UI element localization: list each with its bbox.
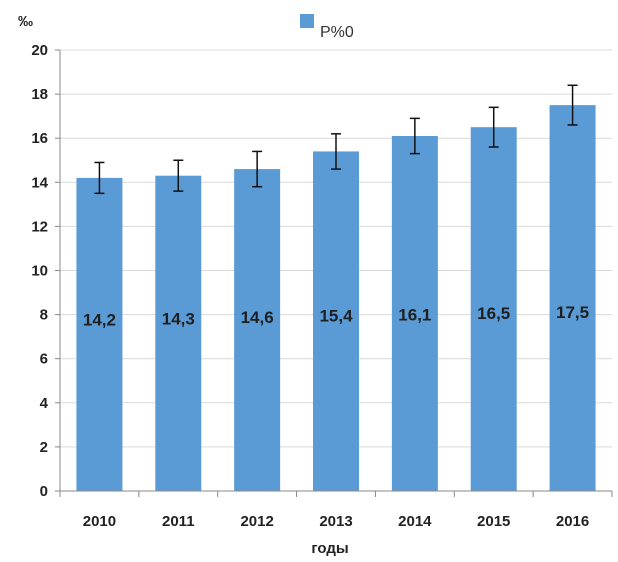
legend: P%0 (300, 14, 354, 41)
data-label-2015: 16,5 (477, 304, 510, 323)
y-tick-label: 8 (40, 307, 48, 324)
x-tick-labels: 2010 2011 2012 2013 2014 2015 2016 (83, 513, 590, 530)
y-tick-label: 14 (31, 174, 48, 191)
y-tick-label: 16 (31, 130, 48, 147)
x-tick-label-2014: 2014 (398, 513, 432, 530)
y-tick-label: 10 (31, 263, 48, 280)
bars (76, 105, 596, 492)
data-label-2011: 14,3 (162, 309, 195, 328)
legend-swatch (300, 14, 314, 28)
y-tick-label: 20 (31, 42, 48, 59)
y-tick-label: 2 (40, 439, 48, 456)
bar-2014 (391, 135, 438, 491)
bar-2012 (234, 169, 281, 491)
y-tick-label: 18 (31, 86, 48, 103)
y-axis-unit: ‰ (18, 13, 33, 30)
y-tick-label: 6 (40, 351, 48, 368)
data-labels: 14,2 14,3 14,6 15,4 16,1 16,5 17,5 (83, 303, 589, 330)
bar-2010 (76, 177, 123, 491)
bar-2013 (313, 151, 359, 491)
y-tick-label: 12 (31, 218, 48, 235)
y-tick-label: 0 (40, 483, 48, 500)
legend-label: P%0 (320, 24, 354, 41)
x-axis-title: годы (311, 540, 348, 557)
bar-2015 (470, 127, 517, 492)
x-tick-label-2016: 2016 (556, 513, 589, 530)
axes (55, 49, 613, 497)
bar-2011 (155, 175, 202, 491)
x-tick-label-2010: 2010 (83, 513, 116, 530)
error-bars (94, 84, 578, 195)
x-tick-label-2012: 2012 (240, 513, 273, 530)
data-label-2016: 17,5 (556, 303, 589, 322)
data-label-2010: 14,2 (83, 311, 116, 330)
data-label-2014: 16,1 (398, 305, 431, 324)
x-tick-label-2013: 2013 (319, 513, 352, 530)
x-tick-label-2015: 2015 (477, 513, 510, 530)
data-label-2013: 15,4 (319, 307, 353, 326)
bar-2016 (549, 105, 596, 491)
y-tick-label: 4 (40, 395, 49, 412)
data-label-2012: 14,6 (241, 308, 274, 327)
y-tick-labels: 0 2 4 6 8 10 12 14 16 18 20 (31, 42, 48, 500)
x-tick-label-2011: 2011 (162, 513, 195, 530)
